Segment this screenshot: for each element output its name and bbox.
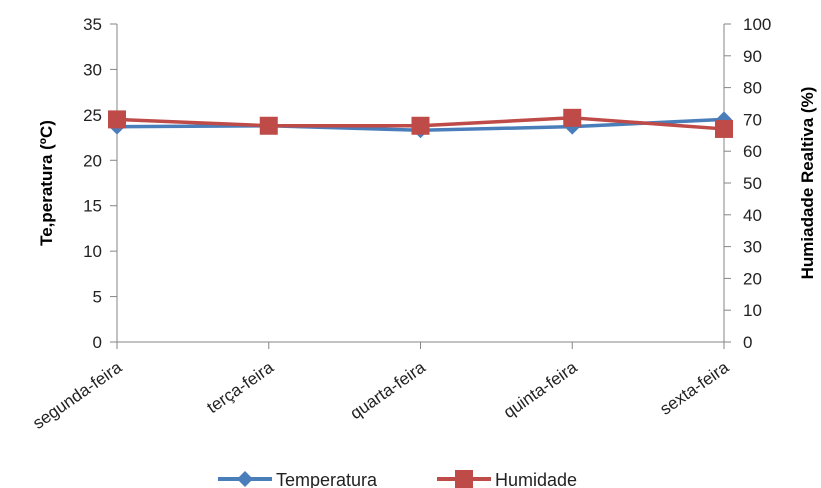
left-tick-label: 15 <box>83 197 102 216</box>
right-tick-label: 40 <box>743 206 762 225</box>
left-tick-label: 35 <box>83 15 102 34</box>
right-tick-label: 90 <box>743 47 762 66</box>
right-tick-label: 80 <box>743 79 762 98</box>
right-tick-label: 30 <box>743 238 762 257</box>
legend-label: Humidade <box>495 470 577 488</box>
left-tick-label: 20 <box>83 151 102 170</box>
series-humidade <box>108 108 733 138</box>
left-tick-label: 0 <box>93 333 102 352</box>
left-axis-title: Te,peratura (ºC) <box>37 120 56 246</box>
category-label: segunda-feira <box>29 357 126 433</box>
category-label: terça-feira <box>203 357 277 417</box>
right-tick-label: 10 <box>743 301 762 320</box>
left-y-ticks: 0 5 10 15 20 25 30 35 <box>83 15 117 352</box>
right-tick-label: 0 <box>743 333 752 352</box>
left-tick-label: 25 <box>83 106 102 125</box>
legend-item: Humidade <box>437 470 577 488</box>
right-tick-label: 20 <box>743 269 762 288</box>
chart-axes <box>116 24 725 343</box>
legend-label: Temperatura <box>276 470 378 488</box>
legend: Temperatura Humidade <box>218 470 577 488</box>
data-point-square <box>108 110 126 129</box>
right-tick-label: 70 <box>743 110 762 129</box>
data-point-square <box>715 119 733 138</box>
right-axis-title: Humiadade Realtiva (%) <box>798 87 817 280</box>
data-point-square <box>259 116 278 135</box>
right-tick-label: 60 <box>743 142 762 161</box>
legend-marker-square <box>455 470 473 488</box>
right-tick-label: 100 <box>743 15 771 34</box>
legend-item: Temperatura <box>218 470 378 488</box>
data-point-square <box>563 108 582 127</box>
category-label: sexta-feira <box>656 357 732 418</box>
right-y-ticks: 0 10 20 30 40 50 60 70 80 90 100 <box>724 15 771 352</box>
category-label: quinta-feira <box>500 357 581 422</box>
left-tick-label: 30 <box>83 60 102 79</box>
right-tick-label: 50 <box>743 174 762 193</box>
data-point-square <box>411 116 430 135</box>
left-tick-label: 5 <box>93 288 102 307</box>
left-tick-label: 10 <box>83 242 102 261</box>
x-ticks: segunda-feira terça-feira quarta-feira quin… <box>29 342 733 433</box>
series-layer <box>108 108 733 139</box>
category-label: quarta-feira <box>347 357 430 423</box>
legend-marker-diamond <box>237 471 253 487</box>
